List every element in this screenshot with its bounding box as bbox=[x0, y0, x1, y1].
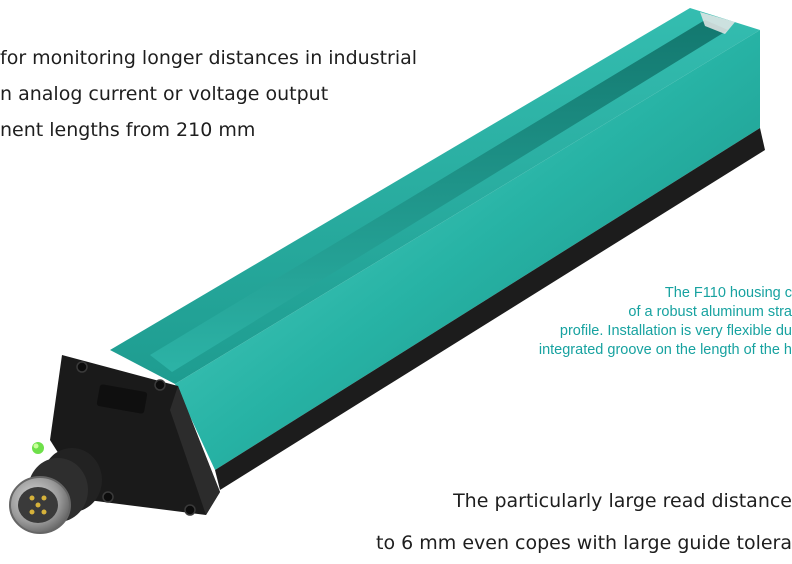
screw-hole bbox=[102, 491, 114, 503]
housing-front-face bbox=[175, 30, 760, 470]
housing-bottom-strip bbox=[215, 128, 765, 490]
caption-line: The F110 housing c bbox=[664, 285, 792, 301]
feature-item: n analog current or voltage output bbox=[0, 83, 329, 105]
feature-item: nent lengths from 210 mm bbox=[0, 119, 256, 141]
image-caption: The F110 housing c of a robust aluminum … bbox=[272, 284, 792, 360]
caption-line: profile. Installation is very flexible d… bbox=[559, 323, 792, 339]
screw-hole bbox=[76, 361, 88, 373]
housing-far-end bbox=[700, 12, 735, 34]
body-paragraph: The particularly large read distance to … bbox=[332, 480, 792, 564]
feature-list: for monitoring longer distances in indus… bbox=[0, 40, 417, 148]
screw-hole bbox=[184, 504, 196, 516]
end-cap-edge bbox=[170, 386, 220, 515]
end-cap-slot bbox=[96, 384, 148, 414]
caption-line: of a robust aluminum stra bbox=[628, 304, 792, 320]
screw-hole bbox=[154, 379, 166, 391]
m12-connector-icon bbox=[9, 476, 71, 534]
feature-item: for monitoring longer distances in indus… bbox=[0, 47, 418, 69]
housing-groove bbox=[150, 20, 728, 372]
product-image bbox=[9, 8, 765, 534]
body-line: to 6 mm even copes with large guide tole… bbox=[376, 532, 792, 554]
status-led-icon bbox=[32, 442, 44, 454]
caption-line: integrated groove on the length of the h bbox=[538, 342, 792, 358]
body-line: The particularly large read distance bbox=[453, 490, 792, 512]
